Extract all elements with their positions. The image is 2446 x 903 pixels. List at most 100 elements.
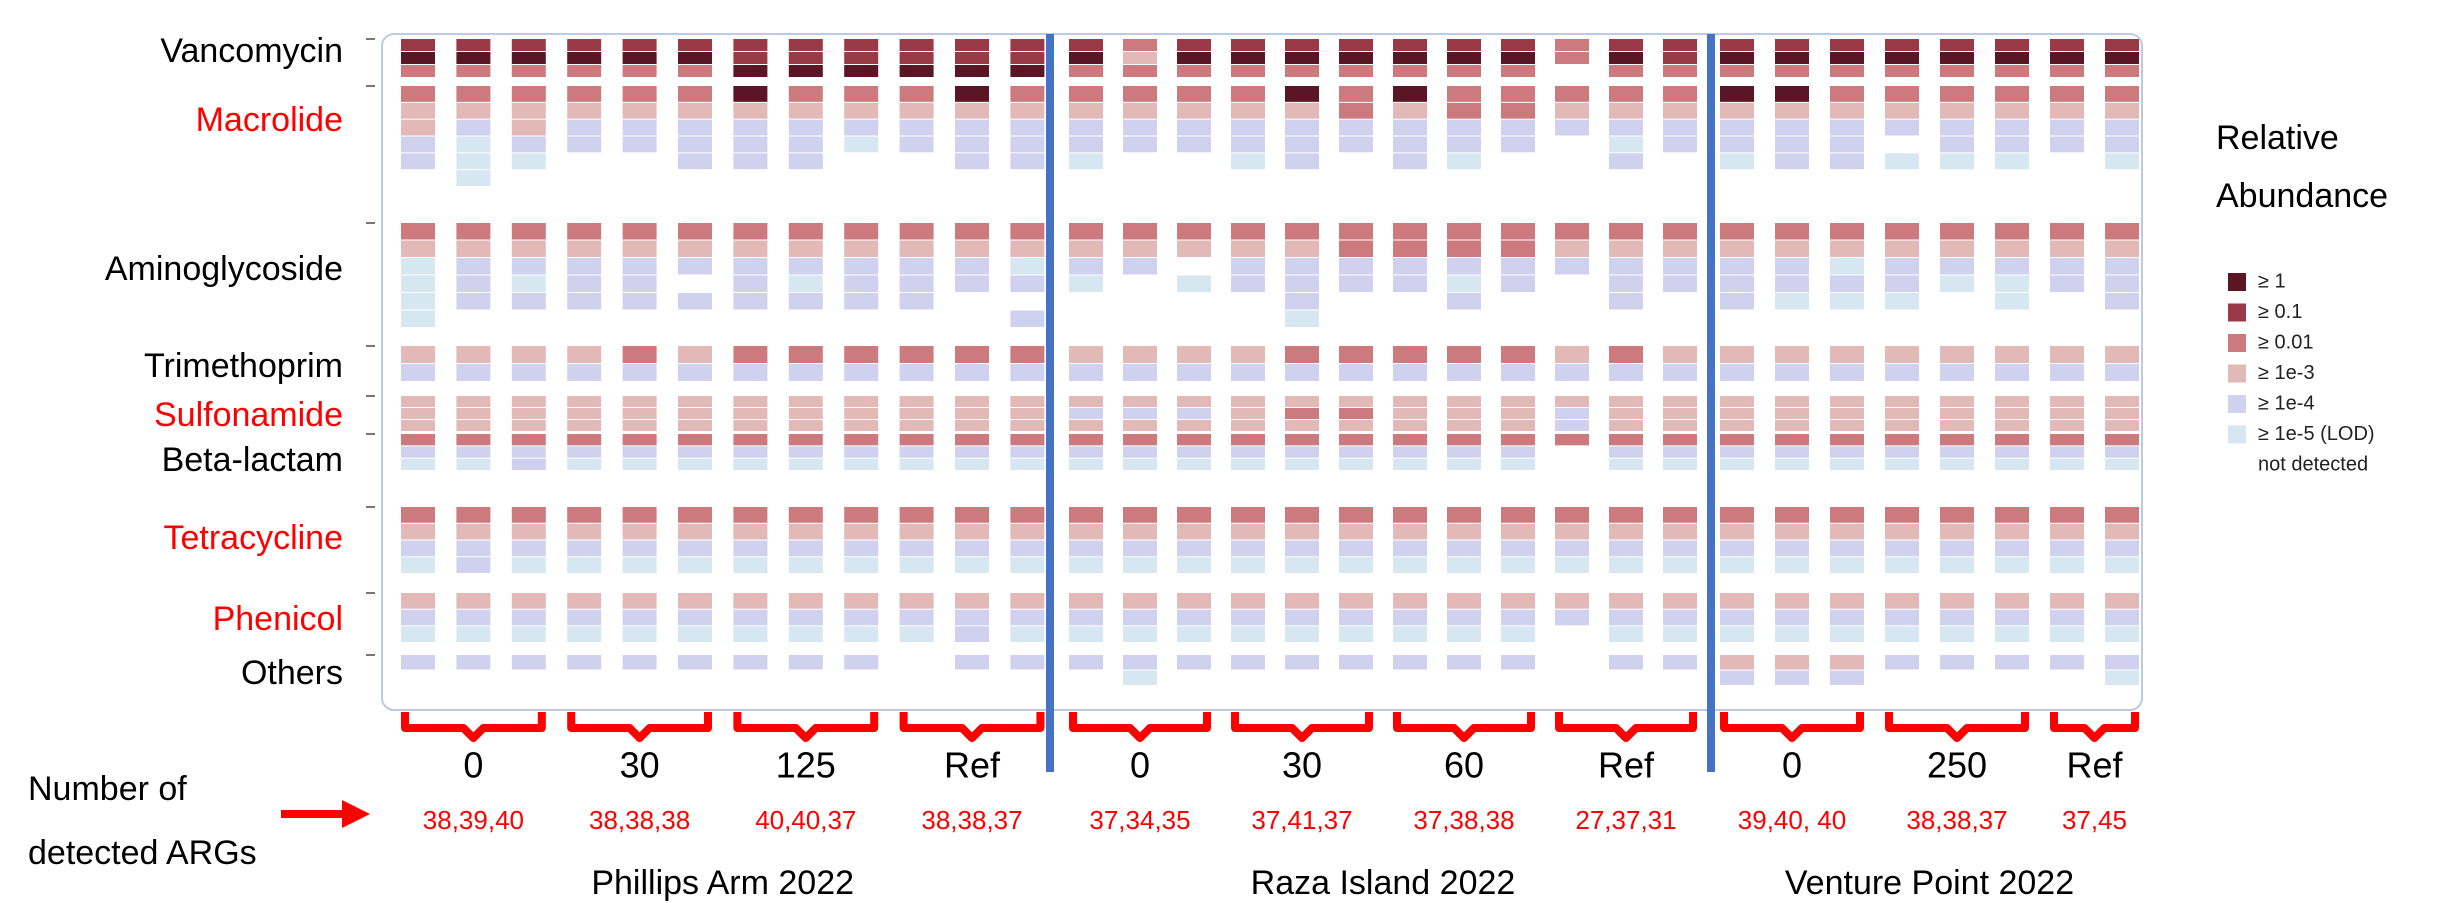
heat-cell [1501, 119, 1535, 136]
heat-cell [733, 523, 768, 540]
heat-cell [1555, 540, 1589, 557]
heat-cell [1555, 223, 1589, 240]
heat-cell [678, 408, 712, 419]
heat-cell [622, 507, 657, 523]
heat-cell [788, 507, 823, 523]
heat-cell [1940, 626, 1974, 642]
heat-cell [1663, 52, 1697, 64]
heat-cell [1720, 507, 1754, 523]
heat-cell [1447, 240, 1481, 257]
heat-cell [1995, 434, 2029, 446]
heat-cell [401, 223, 435, 240]
heat-cell [1339, 102, 1373, 119]
heat-cell [1775, 396, 1809, 407]
heat-cell [1830, 153, 1864, 170]
heat-cell [1285, 609, 1319, 626]
heat-cell [678, 458, 712, 470]
heat-cell [955, 240, 989, 257]
heat-cell [1555, 52, 1589, 64]
heat-cell [2050, 223, 2084, 240]
heat-cell [733, 52, 768, 64]
heat-cell [844, 293, 879, 310]
heat-cell [401, 119, 435, 136]
heat-cell [1720, 670, 1754, 685]
heat-cell [1609, 65, 1643, 77]
heat-cell [955, 52, 989, 64]
heat-cell [1177, 396, 1211, 407]
heat-cell [955, 557, 989, 573]
heat-cell [1885, 223, 1919, 240]
heat-cell [1231, 408, 1265, 419]
heat-cell [733, 65, 768, 77]
legend-label: ≥ 0.1 [2258, 301, 2302, 323]
heat-cell [1775, 609, 1809, 626]
heat-cell [1231, 507, 1265, 523]
heat-cell [1609, 102, 1643, 119]
plot-frame [381, 33, 2143, 711]
heat-cell [1885, 65, 1919, 77]
heat-cell [1609, 396, 1643, 407]
heat-cell [1069, 434, 1103, 446]
heat-cell [1775, 434, 1809, 446]
heat-cell [1339, 655, 1373, 670]
heat-cell [456, 458, 491, 470]
heat-cell [1501, 507, 1535, 523]
heat-cell [1447, 223, 1481, 240]
legend-swatch [2228, 425, 2246, 444]
heat-cell [1447, 408, 1481, 419]
heat-cell [1995, 364, 2029, 381]
heat-cell [1720, 364, 1754, 381]
heat-cell [1285, 136, 1319, 153]
heat-cell [1609, 523, 1643, 540]
heat-cell [844, 434, 879, 446]
heat-cell [1010, 507, 1045, 523]
counts-title: detected ARGs [28, 834, 257, 872]
heat-cell [622, 102, 657, 119]
heat-cell [1995, 507, 2029, 523]
heat-cell [1609, 153, 1643, 170]
heat-cell [2050, 52, 2084, 64]
heat-cell [1940, 240, 1974, 257]
class-label: Macrolide [196, 101, 343, 139]
heat-cell [567, 65, 602, 77]
heat-cell [899, 626, 934, 642]
heat-cell [678, 346, 712, 363]
heat-cell [1501, 86, 1535, 102]
heat-cell [1995, 557, 2029, 573]
heat-cell [1663, 408, 1697, 419]
heat-cell [511, 396, 546, 407]
counts-title: Number of [28, 770, 187, 808]
heat-cell [1830, 364, 1864, 381]
heat-cell [899, 396, 934, 407]
heat-cell [511, 293, 546, 310]
heat-cell [567, 86, 602, 102]
heat-cell [1663, 275, 1697, 292]
heat-cell [678, 540, 712, 557]
heat-cell [401, 446, 435, 458]
heat-cell [1010, 420, 1045, 431]
heat-cell [788, 420, 823, 431]
heat-cell [1885, 420, 1919, 431]
heat-cell [1830, 86, 1864, 102]
heat-cell [1285, 119, 1319, 136]
heat-cell [1010, 310, 1045, 327]
heat-cell [401, 408, 435, 419]
heat-cell [1339, 446, 1373, 458]
heat-cell [511, 102, 546, 119]
heat-cell [1775, 223, 1809, 240]
heat-cell [1995, 408, 2029, 419]
heat-cell [2050, 396, 2084, 407]
heat-cell [1609, 420, 1643, 431]
heat-cell [1231, 540, 1265, 557]
heat-cell [1393, 523, 1427, 540]
heat-cell [2050, 240, 2084, 257]
heat-cell [1775, 52, 1809, 64]
heat-cell [1720, 446, 1754, 458]
heat-cell [622, 39, 657, 51]
heat-cell [1177, 119, 1211, 136]
heat-cell [511, 446, 546, 458]
heat-cell [456, 102, 491, 119]
heat-cell [622, 593, 657, 609]
heat-cell [2050, 364, 2084, 381]
heat-cell [899, 275, 934, 292]
